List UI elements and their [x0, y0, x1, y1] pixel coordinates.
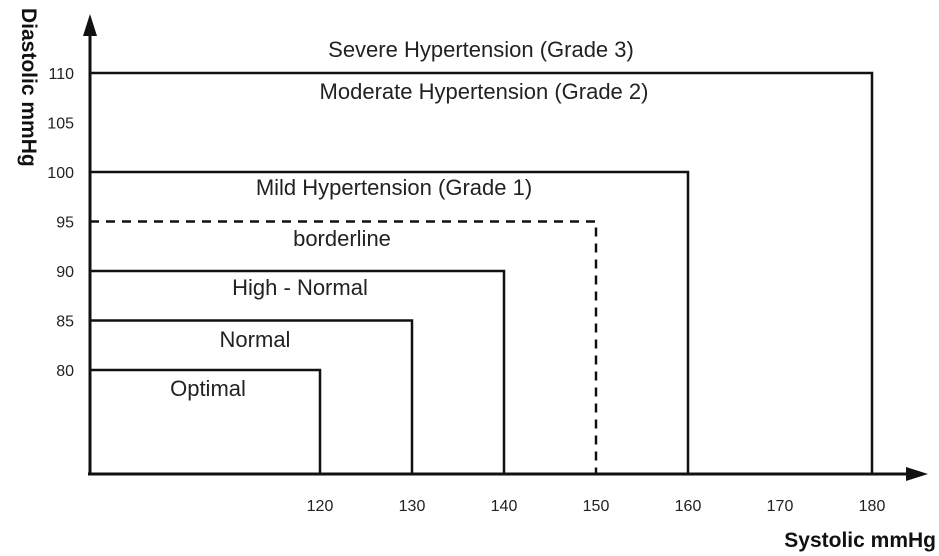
- zone-label-normal: Normal: [220, 327, 291, 352]
- labels-layer: Optimal Normal High - Normal borderline Mild…: [170, 37, 648, 401]
- x-axis-title: Systolic mmHg: [784, 529, 936, 552]
- zone-boundary-2: [90, 269, 506, 474]
- y-tick-label: 110: [48, 66, 74, 83]
- y-tick-label: 95: [56, 215, 74, 232]
- zone-label-high-normal: High - Normal: [232, 275, 368, 300]
- x-axis-arrow-icon: [906, 467, 928, 481]
- zone-label-borderline: borderline: [293, 226, 391, 251]
- zone-label-moderate-hypertension-grade-2: Moderate Hypertension (Grade 2): [320, 79, 649, 104]
- zone-boundary-0: [90, 368, 322, 474]
- x-tick-label: 150: [583, 498, 610, 515]
- zone-boundary-4: [90, 170, 690, 474]
- y-tick-label: 90: [56, 264, 74, 281]
- zone-label-mild-hypertension-grade-1: Mild Hypertension (Grade 1): [256, 175, 532, 200]
- y-axis-title: Diastolic mmHg: [17, 8, 40, 167]
- y-tick-label: 105: [47, 116, 74, 133]
- x-tick-label: 170: [767, 498, 794, 515]
- zone-boundary-5: [90, 71, 874, 474]
- zone-label-severe-hypertension-grade-3: Severe Hypertension (Grade 3): [328, 37, 634, 62]
- x-tick-label: 130: [399, 498, 426, 515]
- y-axis-arrow-icon: [83, 14, 97, 36]
- zone-label-optimal: Optimal: [170, 376, 246, 401]
- ticks-layer: 80 85 90 95 100 105 110 120 130 140 150 160 170 180: [47, 66, 885, 515]
- zone-boundary-3: [90, 220, 598, 474]
- x-tick-label: 120: [307, 498, 334, 515]
- y-tick-label: 85: [56, 314, 74, 331]
- x-tick-label: 140: [491, 498, 518, 515]
- x-tick-label: 180: [859, 498, 886, 515]
- y-tick-label: 80: [56, 363, 74, 380]
- y-tick-label: 100: [47, 165, 74, 182]
- x-tick-label: 160: [675, 498, 702, 515]
- zones-layer: [90, 71, 874, 474]
- zone-boundary-1: [90, 319, 414, 474]
- axes-layer: [83, 14, 928, 481]
